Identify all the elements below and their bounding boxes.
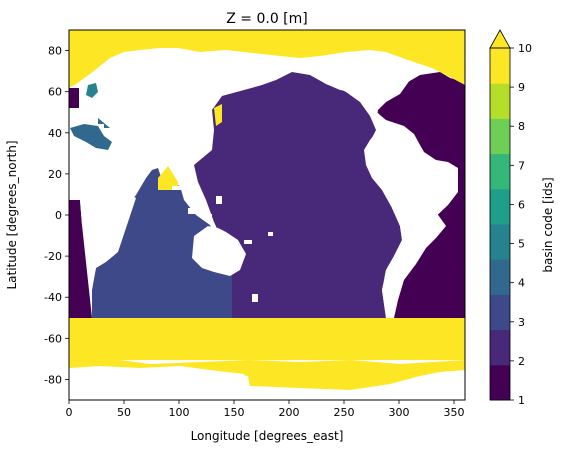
basin-indian [92,168,232,318]
colorbar-tick-label: 9 [518,81,525,94]
colorbar-segment [490,364,510,401]
colorbar-segment [490,329,510,366]
colorbar-tick-label: 1 [518,394,525,407]
basin-pacific [194,72,402,318]
map-area [68,29,466,401]
chart-title: Z = 0.0 [m] [226,11,308,27]
colorbar-segment [490,294,510,331]
x-tick-label: 250 [334,406,355,419]
y-axis-label: Latitude [degrees_north] [5,140,19,289]
colorbar-segment [490,259,510,295]
colorbar-segment [490,153,510,190]
colorbar-frame [489,47,511,401]
colorbar-tick-label: 4 [518,277,525,290]
colorbar-tick-label: 6 [518,198,525,211]
x-tick-label: 50 [117,406,131,419]
colorbar-segment [490,188,510,225]
y-tick-label: 0 [55,209,62,222]
colorbar-label: basin code [ids] [541,177,555,272]
y-tick-label: -60 [44,332,62,345]
colorbar-tick-label: 8 [518,120,525,133]
colorbar-tick-label: 7 [518,159,525,172]
colorbar-segment [490,48,510,84]
colorbar-segments [490,48,510,401]
colorbar-tick-label: 5 [518,238,525,251]
colorbar-segment [490,224,510,260]
colorbar-extend-arrow [489,29,511,49]
colorbar-segment [490,118,510,155]
x-tick-label: 150 [224,406,245,419]
x-tick-label: 0 [66,406,73,419]
land-masks [69,56,465,400]
y-tick-label: 20 [48,168,62,181]
y-axis: -80 -60 -40 -20 0 20 40 60 80 [44,45,69,386]
x-axis-label: Longitude [degrees_east] [191,429,344,443]
y-tick-label: 80 [48,45,62,58]
basin-southern-arctic [69,30,465,390]
colorbar-tick-label: 10 [518,42,532,55]
colorbar-tick-label: 2 [518,355,525,368]
y-tick-label: -40 [44,291,62,304]
colorbar-tick-label: 3 [518,316,525,329]
basin-baltic [86,83,98,98]
x-tick-label: 100 [169,406,190,419]
colorbar: 1 2 3 4 5 6 7 8 9 10 basin code [ids] [489,29,555,407]
x-tick-label: 200 [279,406,300,419]
y-tick-label: 60 [48,86,62,99]
y-tick-label: 40 [48,127,62,140]
x-tick-label: 300 [389,406,410,419]
x-axis: 0 50 100 150 200 250 300 350 [66,400,465,419]
colorbar-segment [490,83,510,119]
y-tick-label: -80 [44,373,62,386]
y-tick-label: -20 [44,250,62,263]
colorbar-ticks: 1 2 3 4 5 6 7 8 9 10 [510,42,532,407]
x-tick-label: 350 [444,406,465,419]
